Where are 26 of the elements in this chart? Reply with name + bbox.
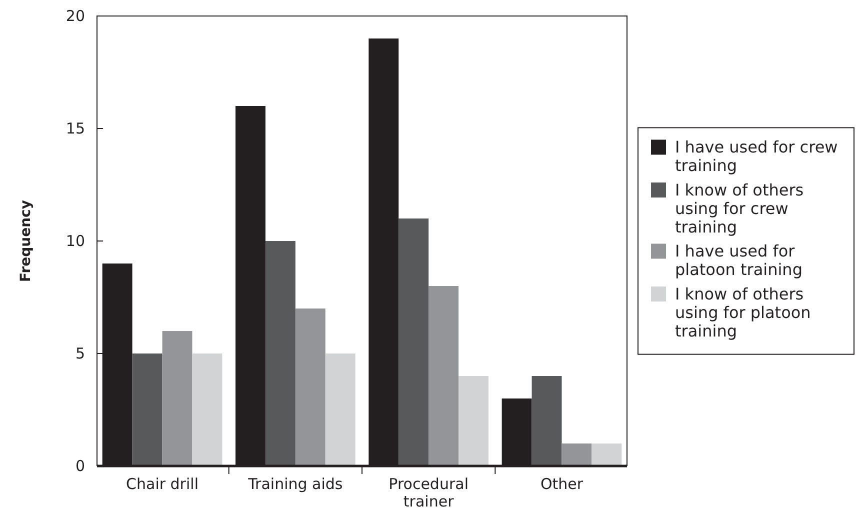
legend-label: I know of others using for platoon training xyxy=(675,284,811,340)
y-tick-label: 15 xyxy=(66,119,85,138)
bar xyxy=(132,354,162,466)
bar xyxy=(532,376,562,466)
x-tick-label: Chair drill xyxy=(126,475,198,493)
bar xyxy=(265,241,296,466)
bar xyxy=(592,444,622,466)
bar xyxy=(192,354,222,466)
x-tick-label: Other xyxy=(540,475,584,493)
legend-label: I have used for platoon training xyxy=(675,242,802,280)
y-tick-label: 10 xyxy=(66,232,85,250)
bar xyxy=(428,286,459,466)
y-tick-label: 5 xyxy=(75,344,85,362)
legend-label: I know of others using for crew training xyxy=(675,180,804,236)
legend-label: I have used for crew training xyxy=(675,138,838,176)
bar xyxy=(458,376,489,466)
y-tick-label: 0 xyxy=(75,456,85,475)
y-tick-label: 20 xyxy=(66,6,85,25)
bar xyxy=(162,331,192,466)
y-axis-title: Frequency xyxy=(18,200,34,282)
bar xyxy=(562,444,592,466)
bar xyxy=(325,354,356,466)
x-tick-label: Training aids xyxy=(247,475,343,493)
bar xyxy=(295,308,326,466)
x-tick-label: Procedural trainer xyxy=(388,475,468,510)
bar xyxy=(398,218,429,466)
